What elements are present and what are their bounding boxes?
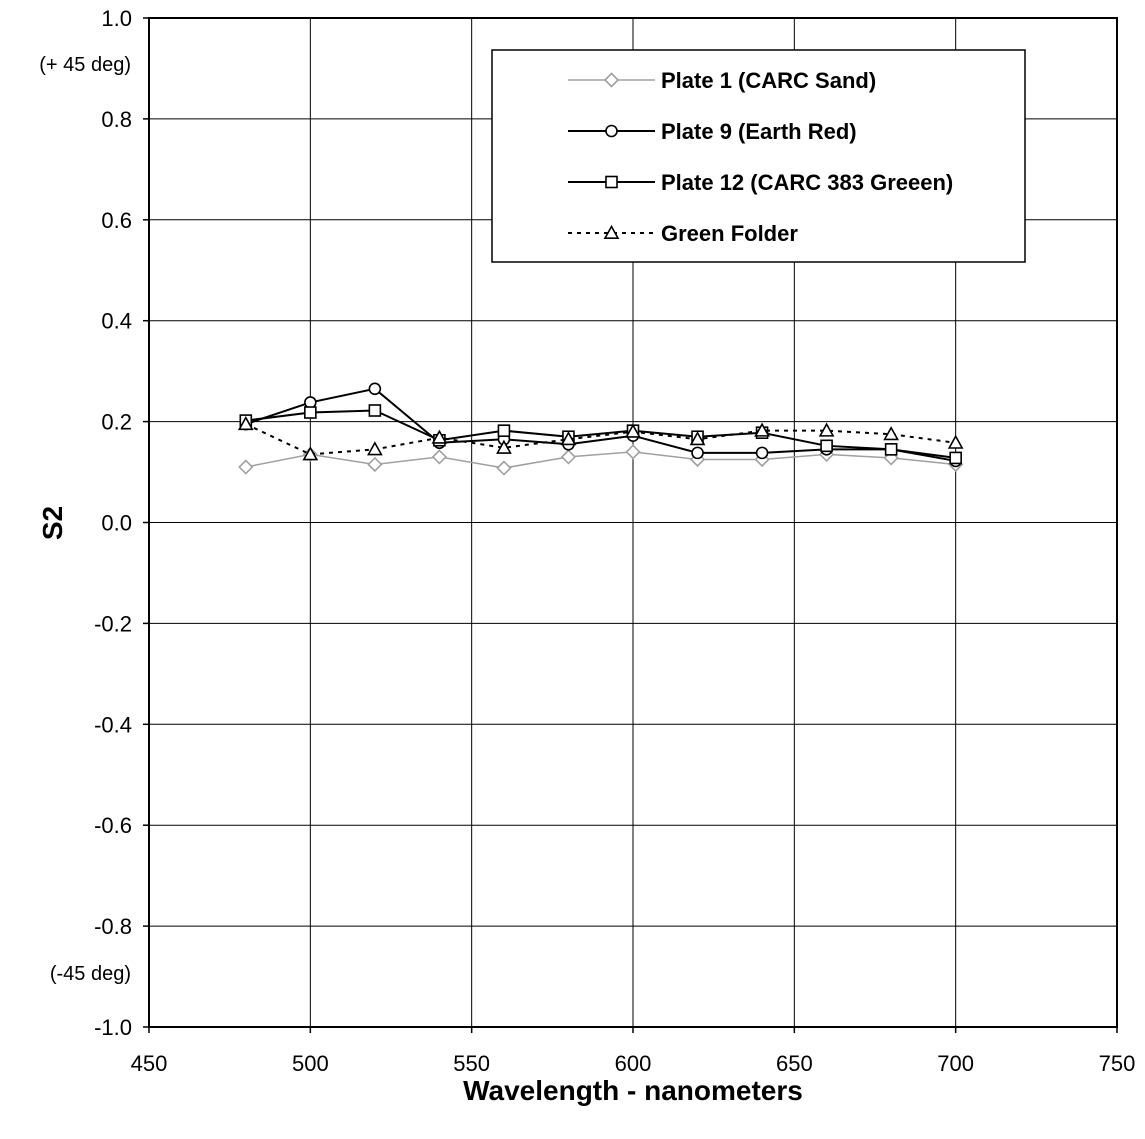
y-axis-title: S2 xyxy=(37,506,68,540)
data-point xyxy=(238,459,254,475)
data-point xyxy=(367,441,383,456)
data-point xyxy=(625,423,641,438)
y-tick-label: -0.6 xyxy=(94,813,132,838)
data-point xyxy=(302,446,319,461)
legend-marker xyxy=(603,72,620,88)
x-axis-ticks: 450 500 550 600 650 700 750 xyxy=(131,1027,1136,1076)
data-point xyxy=(496,439,512,454)
series-line-plate-1-carc-sand xyxy=(245,451,956,469)
x-tick-label: 600 xyxy=(615,1051,652,1076)
legend-item-plate-9-earth-red: Plate 9 (Earth Red) xyxy=(568,119,857,144)
data-point xyxy=(754,422,770,437)
data-point xyxy=(820,439,833,453)
data-point xyxy=(431,429,448,444)
data-point xyxy=(949,451,962,465)
legend: Plate 1 (CARC Sand) Plate 9 (Earth Red) Pl… xyxy=(491,49,1026,263)
data-point xyxy=(560,431,577,446)
legend-label: Plate 12 (CARC 383 Greeen) xyxy=(661,170,953,195)
legend-marker xyxy=(605,175,618,189)
y-tick-label: 0.8 xyxy=(101,107,132,132)
x-tick-label: 550 xyxy=(453,1051,490,1076)
series-line-plate-12-carc-383-greeen xyxy=(245,409,956,459)
y-tick-label: -0.8 xyxy=(94,914,132,939)
data-point xyxy=(496,460,512,476)
data-point xyxy=(691,446,704,460)
legend-label: Green Folder xyxy=(661,221,798,246)
data-point xyxy=(367,456,383,473)
data-point xyxy=(368,404,382,417)
data-point xyxy=(689,431,706,446)
legend-item-plate-12-carc-383-greeen: Plate 12 (CARC 383 Greeen) xyxy=(568,170,953,195)
legend-marker xyxy=(605,124,618,138)
data-point xyxy=(818,422,835,437)
series-green-folder xyxy=(237,415,964,461)
y-axis-ticks: 1.0 0.8 0.6 0.4 0.2 0.0 -0.2 -0.4 -0.6 -0.8 -1.0 xyxy=(94,6,149,1040)
legend-label: Plate 1 (CARC Sand) xyxy=(661,68,876,93)
data-point xyxy=(560,449,577,465)
data-point xyxy=(883,426,899,441)
legend-item-plate-1-carc-sand: Plate 1 (CARC Sand) xyxy=(568,68,876,93)
x-axis-title: Wavelength - nanometers xyxy=(463,1075,803,1106)
legend-marker xyxy=(603,224,620,239)
x-tick-label: 500 xyxy=(292,1051,329,1076)
data-point xyxy=(625,444,641,460)
data-point xyxy=(884,443,898,456)
series-layer xyxy=(237,382,964,476)
y-tick-label: 0.0 xyxy=(101,511,132,536)
data-point xyxy=(755,446,769,460)
x-tick-label: 750 xyxy=(1099,1051,1136,1076)
series-line-plate-9-earth-red xyxy=(245,387,956,462)
data-point xyxy=(497,424,511,437)
legend-box xyxy=(491,49,1026,263)
data-point xyxy=(237,415,254,431)
y-tick-label: -0.4 xyxy=(94,712,132,737)
y-tick-label: 0.2 xyxy=(101,410,132,435)
legend-label: Plate 9 (Earth Red) xyxy=(661,119,857,144)
x-tick-label: 450 xyxy=(131,1051,168,1076)
x-tick-label: 650 xyxy=(776,1051,813,1076)
y-tick-label: 1.0 xyxy=(101,6,132,31)
y-tick-label: 0.6 xyxy=(101,208,132,233)
data-point xyxy=(304,406,317,419)
data-point xyxy=(947,434,964,449)
data-point xyxy=(368,382,382,396)
annotation-plus-45: (+ 45 deg) xyxy=(39,54,131,76)
y-tick-label: -1.0 xyxy=(94,1015,132,1040)
annotation-minus-45: (-45 deg) xyxy=(50,963,131,985)
legend-item-green-folder: Green Folder xyxy=(568,221,798,246)
y-tick-label: 0.4 xyxy=(101,309,132,334)
y-tick-label: -0.2 xyxy=(94,611,132,636)
data-point xyxy=(431,449,448,465)
x-tick-label: 700 xyxy=(937,1051,974,1076)
